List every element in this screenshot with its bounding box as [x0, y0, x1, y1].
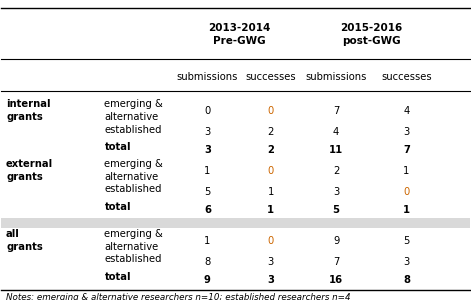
Text: established: established	[105, 124, 162, 135]
Text: 1: 1	[204, 166, 211, 176]
Text: 1: 1	[403, 205, 410, 214]
Text: 1: 1	[204, 236, 211, 246]
Text: 7: 7	[333, 106, 339, 116]
Text: 5: 5	[403, 236, 410, 246]
Text: 2: 2	[268, 128, 274, 137]
Text: submissions: submissions	[306, 72, 367, 82]
Text: 4: 4	[333, 128, 339, 137]
Text: 9: 9	[204, 274, 211, 284]
Text: 9: 9	[333, 236, 339, 246]
Text: 1: 1	[267, 205, 274, 214]
Text: Notes: emerging & alternative researchers n=10; established researchers n=4: Notes: emerging & alternative researcher…	[6, 293, 351, 300]
Text: 2013-2014
Pre-GWG: 2013-2014 Pre-GWG	[208, 23, 270, 46]
Text: total: total	[105, 202, 131, 212]
Text: established: established	[105, 184, 162, 194]
Text: submissions: submissions	[177, 72, 238, 82]
Text: 4: 4	[403, 106, 409, 116]
Text: 0: 0	[268, 236, 274, 246]
Text: successes: successes	[381, 72, 432, 82]
Text: 0: 0	[268, 106, 274, 116]
Text: emerging &
alternative: emerging & alternative	[105, 159, 163, 182]
Text: emerging &
alternative: emerging & alternative	[105, 229, 163, 252]
Text: external
grants: external grants	[6, 159, 53, 182]
Text: 3: 3	[268, 257, 274, 267]
Text: established: established	[105, 254, 162, 264]
Text: 8: 8	[403, 274, 410, 284]
Text: 3: 3	[403, 128, 409, 137]
Text: internal
grants: internal grants	[6, 99, 50, 122]
Text: 5: 5	[204, 187, 211, 197]
Text: 6: 6	[204, 205, 211, 214]
Text: 2: 2	[333, 166, 339, 176]
Text: total: total	[105, 142, 131, 152]
Text: 3: 3	[204, 128, 211, 137]
Text: emerging &
alternative: emerging & alternative	[105, 99, 163, 122]
Text: 3: 3	[204, 145, 211, 155]
Text: 8: 8	[204, 257, 211, 267]
Text: 3: 3	[267, 274, 274, 284]
Text: 1: 1	[268, 187, 274, 197]
Text: 0: 0	[403, 187, 409, 197]
Text: 7: 7	[333, 257, 339, 267]
Text: 7: 7	[403, 145, 410, 155]
Text: total: total	[105, 272, 131, 282]
Text: 16: 16	[329, 274, 343, 284]
Text: 3: 3	[333, 187, 339, 197]
Text: 2: 2	[267, 145, 274, 155]
Text: 3: 3	[403, 257, 409, 267]
Text: 0: 0	[204, 106, 211, 116]
Text: 0: 0	[268, 166, 274, 176]
Text: 1: 1	[403, 166, 410, 176]
Text: 2015-2016
post-GWG: 2015-2016 post-GWG	[340, 23, 402, 46]
Text: all
grants: all grants	[6, 229, 43, 252]
Bar	[1, 218, 470, 228]
Text: 5: 5	[333, 205, 340, 214]
Text: successes: successes	[245, 72, 296, 82]
Text: 11: 11	[329, 145, 343, 155]
